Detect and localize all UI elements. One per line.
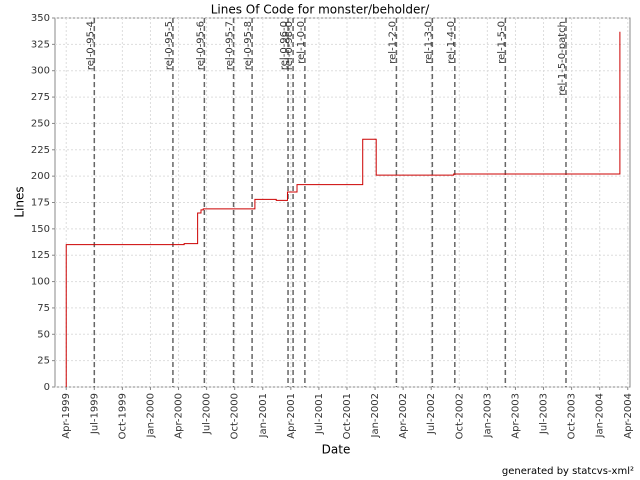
x-tick-label: Jul-1999 xyxy=(89,393,100,435)
x-axis-label: Date xyxy=(322,443,351,457)
chart-title: Lines Of Code for monster/beholder/ xyxy=(211,3,431,17)
x-tick-label: Jan-2000 xyxy=(145,393,156,438)
footer: generated by statcvs-xml² xyxy=(502,466,634,477)
y-tick-label: 25 xyxy=(37,356,50,367)
tag-label: rel-0-96-0 xyxy=(279,21,290,70)
x-tick-label: Jan-2003 xyxy=(482,393,493,438)
tag-label: rel-0-95-4 xyxy=(85,21,96,70)
tag-label: rel-1-5-0-patch xyxy=(557,21,568,96)
tag-label: rel-0-98-0 xyxy=(284,21,295,70)
tag-label: rel-0-95-8 xyxy=(243,21,254,70)
y-tick-label: 300 xyxy=(31,66,50,77)
x-tick-label: Apr-2001 xyxy=(286,393,297,439)
tag-label: rel-1-0-0 xyxy=(296,21,307,64)
x-tick-label: Apr-2002 xyxy=(398,393,409,439)
x-tick-label: Jul-2001 xyxy=(314,393,325,435)
x-tick-label: Oct-2003 xyxy=(567,393,578,439)
y-tick-label: 150 xyxy=(31,224,50,235)
y-tick-label: 250 xyxy=(31,118,50,129)
y-tick-label: 350 xyxy=(31,13,50,24)
y-tick-label: 125 xyxy=(31,250,50,261)
x-tick-label: Apr-2004 xyxy=(623,393,634,439)
x-tick-label: Jan-2001 xyxy=(258,393,269,438)
x-tick-label: Jan-2004 xyxy=(595,393,606,438)
x-tick-label: Apr-2000 xyxy=(174,393,185,439)
tag-label: rel-1-2-0 xyxy=(387,21,398,64)
y-tick-label: 325 xyxy=(31,39,50,50)
x-tick-label: Apr-1999 xyxy=(61,393,72,439)
tag-label: rel-1-3-0 xyxy=(423,21,434,64)
y-tick-label: 0 xyxy=(44,382,50,393)
x-tick-label: Oct-2001 xyxy=(342,393,353,439)
x-tick-label: Jan-2002 xyxy=(370,393,381,438)
x-tick-label: Apr-2003 xyxy=(510,393,521,439)
x-tick-label: Jul-2003 xyxy=(539,393,550,435)
tag-label: rel-1-4-0 xyxy=(446,21,457,64)
x-tick-label: Oct-2000 xyxy=(230,393,241,439)
tag-label: rel-0-95-5 xyxy=(164,21,175,70)
x-tick-label: Jul-2002 xyxy=(426,393,437,435)
y-tick-label: 200 xyxy=(31,171,50,182)
y-tick-label: 175 xyxy=(31,198,50,209)
y-tick-label: 100 xyxy=(31,277,50,288)
tag-label: rel-0-95-6 xyxy=(195,21,206,70)
tag-label: rel-1-5-0 xyxy=(496,21,507,64)
line xyxy=(65,31,621,387)
y-tick-label: 225 xyxy=(31,145,50,156)
y-tick-label: 275 xyxy=(31,92,50,103)
y-tick-label: 75 xyxy=(37,303,50,314)
tag-label: rel-0-95-7 xyxy=(225,21,236,70)
y-axis-label: Lines xyxy=(13,186,27,217)
x-tick-label: Oct-1999 xyxy=(117,393,128,439)
x-tick-label: Oct-2002 xyxy=(454,393,465,439)
x-tick-label: Jul-2000 xyxy=(202,393,213,435)
y-tick-label: 50 xyxy=(37,329,50,340)
